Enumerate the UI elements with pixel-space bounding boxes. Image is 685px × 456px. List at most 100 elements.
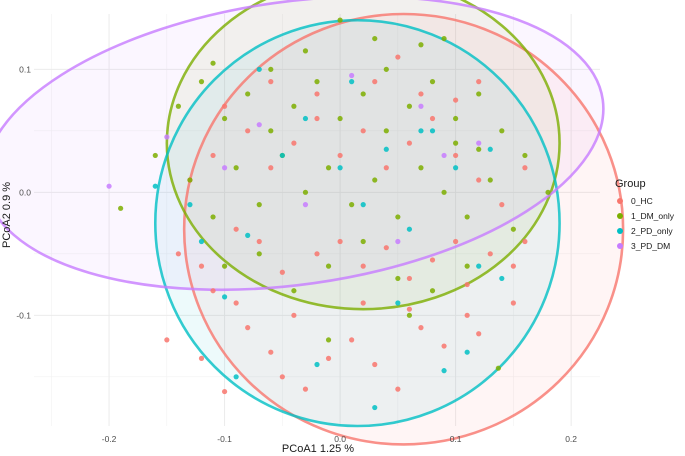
point-1_DM_only [406,103,413,109]
point-2_PD_only [418,128,424,134]
point-3_PD_DM [395,238,401,245]
point-2_PD_only [395,300,401,306]
point-1_DM_only [245,91,251,97]
point-1_DM_only [453,115,459,122]
point-1_DM_only [453,140,459,146]
point-1_DM_only [210,214,216,220]
point-2_PD_only [499,275,505,282]
legend-label-2_PD_only: 2_PD_only [631,226,673,236]
point-0_HC [453,97,459,103]
point-1_DM_only [268,128,274,134]
point-1_DM_only [476,91,482,97]
point-1_DM_only [221,263,228,269]
point-0_HC [325,355,332,361]
point-1_DM_only [383,128,389,134]
legend-label-3_PD_DM: 3_PD_DM [631,241,670,251]
point-0_HC [349,337,355,343]
ellipse-outline-0_HC [182,12,625,446]
point-0_HC [383,165,389,171]
point-0_HC [337,238,343,245]
point-1_DM_only [291,103,297,109]
point-2_PD_only [337,165,343,171]
point-0_HC [522,165,528,171]
ellipse-fill-1_DM_only [166,0,560,310]
point-0_HC [314,115,320,122]
point-2_PD_only [198,238,205,245]
point-3_PD_DM [164,134,170,140]
point-0_HC [510,300,516,306]
point-1_DM_only [256,202,262,208]
point-1_DM_only [337,17,343,23]
point-3_PD_DM [302,202,309,208]
point-2_PD_only [221,294,228,300]
point-2_PD_only [464,349,470,355]
point-1_DM_only [406,312,413,318]
scatter-points [106,17,551,411]
point-1_DM_only [510,226,516,232]
point-0_HC [406,140,413,146]
point-1_DM_only [175,103,181,109]
point-1_DM_only [198,79,205,85]
legend-key-2_PD_only [617,228,623,234]
point-0_HC [210,288,216,294]
point-0_HC [314,251,320,257]
point-0_HC [302,386,309,392]
point-1_DM_only [360,91,366,97]
point-0_HC [268,79,274,85]
point-1_DM_only [221,115,228,122]
point-2_PD_only [187,202,193,208]
point-0_HC [429,257,436,263]
point-1_DM_only [499,128,505,134]
point-1_DM_only [349,202,355,208]
point-2_PD_only [245,232,251,238]
point-2_PD_only [360,202,366,208]
point-3_PD_DM [256,122,262,128]
point-0_HC [233,226,239,232]
x-axis-title: PCoA1 1.25 % [282,443,354,455]
point-0_HC [418,325,424,331]
legend-items: 0_HC 1_DM_only 2_PD_only 3_PD_DM [617,196,675,251]
point-2_PD_only [487,146,493,152]
point-0_HC [314,91,320,97]
point-0_HC [233,300,239,306]
point-1_DM_only [429,288,436,294]
point-0_HC [164,337,170,343]
x-tick-label: -0.1 [217,434,232,444]
point-1_DM_only [302,48,309,54]
point-0_HC [453,152,459,159]
point-1_DM_only [418,42,424,48]
legend-key-0_HC [617,198,623,204]
legend-key-3_PD_DM [617,243,623,249]
ellipse-outline-3_PD_DM [0,0,605,292]
point-1_DM_only [476,146,482,152]
point-0_HC [476,331,482,337]
point-2_PD_only [302,115,309,122]
point-0_HC [291,140,297,146]
point-2_PD_only [441,368,447,374]
legend-label-1_DM_only: 1_DM_only [631,211,675,221]
point-2_PD_only [453,165,459,171]
point-0_HC [499,202,505,208]
point-1_DM_only [256,251,262,257]
point-0_HC [453,238,459,245]
legend: Group 0_HC 1_DM_only 2_PD_only 3_PD_DM [615,178,675,251]
point-0_HC [418,91,424,97]
point-0_HC [406,306,413,312]
point-2_PD_only [233,374,239,380]
point-0_HC [175,251,181,257]
point-1_DM_only [383,66,389,72]
point-1_DM_only [372,177,378,183]
point-1_DM_only [522,152,528,159]
point-1_DM_only [464,263,470,269]
point-2_PD_only [314,361,320,368]
x-tick-label: -0.2 [102,434,117,444]
confidence-ellipses [0,0,625,446]
x-tick-label: 0.2 [565,434,577,444]
point-3_PD_DM [441,152,447,159]
point-2_PD_only [372,404,378,411]
point-0_HC [221,103,228,109]
point-0_HC [510,263,516,269]
point-0_HC [279,374,285,380]
point-0_HC [372,79,378,85]
